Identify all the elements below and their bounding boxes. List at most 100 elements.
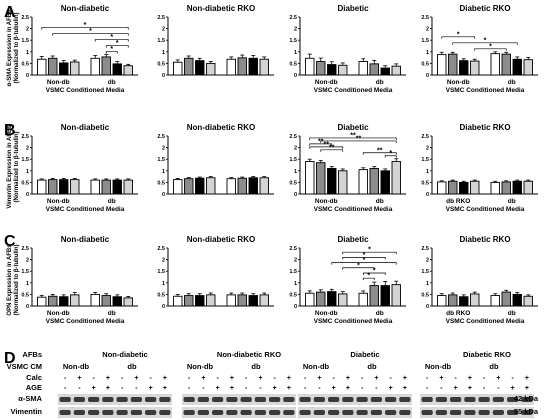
y-tick-label: 1.5 — [421, 38, 429, 44]
bar — [70, 294, 80, 307]
vimentin-band — [313, 410, 325, 415]
bar — [305, 161, 315, 195]
bar — [226, 178, 236, 195]
age-sign: + — [468, 385, 472, 392]
bar — [226, 294, 236, 307]
y-tick-label: 2.5 — [157, 246, 165, 252]
significance-bracket — [342, 257, 386, 260]
significance-label: * — [484, 37, 487, 44]
y-tick-label: 2 — [426, 27, 429, 33]
blot-row-label: α-SMA — [18, 394, 42, 403]
panel-letter-d: D — [4, 350, 16, 367]
y-tick-label: 1.5 — [157, 269, 165, 275]
alpha-sma-band — [385, 397, 397, 402]
alpha-sma-band — [212, 397, 224, 402]
alpha-sma-band — [88, 397, 100, 402]
alpha-sma-band — [299, 397, 311, 402]
calc-sign: + — [106, 375, 110, 382]
bar — [369, 285, 379, 307]
x-group-label: db — [108, 79, 116, 86]
alpha-sma-band — [102, 397, 114, 402]
significance-label: * — [368, 247, 371, 254]
calc-sign: + — [374, 375, 378, 382]
bar — [380, 285, 390, 307]
y-tick-label: 1 — [294, 169, 297, 175]
y-tick-label: 0 — [162, 192, 165, 198]
bar — [437, 54, 447, 76]
calc-sign: + — [258, 375, 262, 382]
y-tick-label: 1 — [426, 169, 429, 175]
vimentin-blot-strip — [58, 407, 172, 418]
bar — [112, 63, 122, 76]
bar — [327, 168, 337, 195]
bar — [48, 295, 58, 307]
significance-bracket — [452, 42, 518, 45]
y-tick-label: 1 — [426, 50, 429, 56]
calc-sign: + — [468, 375, 472, 382]
calc-sign: - — [426, 375, 429, 382]
significance-label: * — [389, 150, 392, 157]
bar — [501, 53, 511, 76]
significance-label: ** — [329, 144, 335, 151]
calc-sign: + — [439, 375, 443, 382]
x-group-label: Non-db — [47, 310, 70, 317]
y-tick-label: 2 — [426, 258, 429, 264]
alpha-sma-band — [478, 397, 490, 402]
significance-label: ** — [350, 132, 356, 139]
bar — [206, 177, 216, 195]
vimentin-band — [183, 410, 195, 415]
chart-a-2: Non-diabetic RKO 0 0.5 1 1.5 2 2.5 — [157, 4, 274, 79]
bar — [59, 179, 69, 195]
alpha-sma-band — [507, 397, 519, 402]
significance-bracket — [320, 149, 344, 152]
age-sign: + — [106, 385, 110, 392]
x-axis-label: VSMC Conditioned Media — [46, 206, 125, 213]
bar — [470, 293, 480, 307]
vimentin-band — [399, 410, 411, 415]
blot-group-label: Non-db — [187, 362, 214, 371]
alpha-sma-band — [240, 397, 252, 402]
age-sign: - — [440, 385, 443, 392]
significance-label: * — [367, 273, 370, 280]
significance-bracket — [105, 45, 129, 48]
vimentin-blot-strip — [420, 407, 534, 418]
bar — [358, 169, 368, 195]
alpha-sma-band — [145, 397, 157, 402]
y-tick-label: 2.5 — [157, 15, 165, 21]
y-tick-label: 1 — [294, 281, 297, 287]
alpha-sma-band — [116, 397, 128, 402]
blot-group-label: db — [251, 362, 261, 371]
bar — [490, 181, 500, 195]
bar — [380, 170, 390, 195]
vimentin-band — [464, 410, 476, 415]
y-tick-label: 2.5 — [421, 134, 429, 140]
bar — [101, 295, 111, 307]
y-tick-label: 0.5 — [157, 61, 165, 67]
calc-sign: + — [163, 375, 167, 382]
chart-title: Diabetic — [337, 4, 369, 13]
x-group-label: db — [108, 198, 116, 205]
calc-sign: - — [483, 375, 486, 382]
bar — [48, 57, 58, 76]
age-sign: - — [483, 385, 486, 392]
x-axis-label: VSMC Conditioned Media — [446, 318, 525, 325]
significance-bracket — [94, 39, 129, 42]
x-axis-label: VSMC Conditioned Media — [446, 206, 525, 213]
age-sign: + — [230, 385, 234, 392]
age-sign: + — [149, 385, 153, 392]
y-tick-label: 2 — [162, 27, 165, 33]
alpha-sma-band — [130, 397, 142, 402]
bar — [501, 181, 511, 195]
chart-title: Diabetic RKO — [459, 123, 510, 132]
age-sign: + — [403, 385, 407, 392]
blot-group-label: db — [367, 362, 377, 371]
age-sign: + — [389, 385, 393, 392]
bar — [338, 170, 348, 195]
x-group-label: Non-db — [447, 79, 470, 86]
y-tick-label: 2 — [162, 146, 165, 152]
alpha-sma-band — [59, 397, 71, 402]
